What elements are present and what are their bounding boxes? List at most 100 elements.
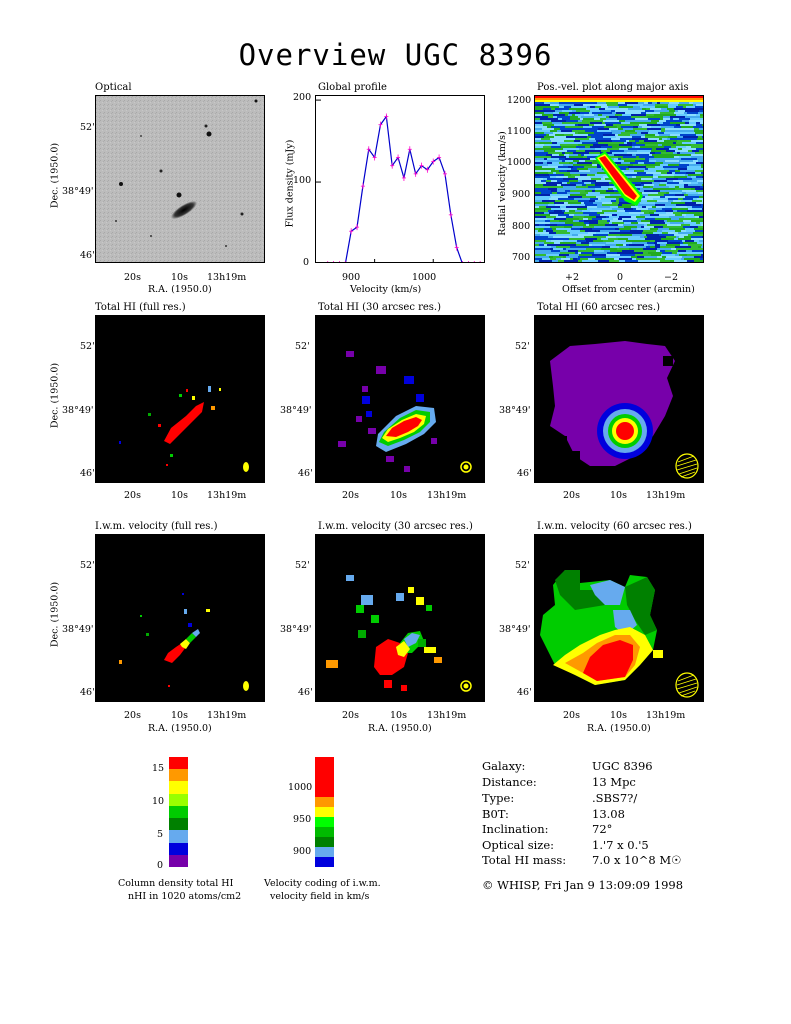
pv-noise bbox=[623, 156, 636, 158]
pv-noise bbox=[641, 136, 645, 138]
pv-noise bbox=[660, 244, 666, 246]
pv-noise bbox=[619, 144, 632, 146]
pv-noise bbox=[589, 112, 592, 114]
pv-noise bbox=[582, 260, 598, 262]
pv-noise bbox=[576, 122, 590, 124]
pv-noise bbox=[648, 132, 658, 134]
pv-noise bbox=[605, 122, 621, 124]
pv-noise bbox=[583, 212, 597, 214]
pv-noise bbox=[535, 128, 542, 130]
pv-noise bbox=[535, 172, 548, 174]
pv-noise bbox=[571, 174, 580, 176]
hi-cbar-caption-units: nHI in 1020 atoms/cm2 bbox=[128, 891, 242, 902]
pv-noise bbox=[535, 124, 543, 126]
pv-noise bbox=[616, 200, 619, 202]
pv-noise bbox=[551, 140, 564, 142]
pv-noise bbox=[583, 164, 592, 166]
pv-noise bbox=[696, 162, 703, 164]
pv-noise bbox=[685, 240, 694, 242]
pv-noise bbox=[637, 132, 641, 134]
pv-noise bbox=[640, 194, 648, 196]
pv-noise bbox=[589, 102, 597, 104]
pv-noise bbox=[535, 148, 551, 150]
pv-noise bbox=[700, 222, 703, 224]
pv-noise bbox=[650, 108, 661, 110]
pv-noise bbox=[589, 242, 596, 244]
pv-noise bbox=[550, 104, 559, 106]
pv-noise bbox=[696, 104, 703, 106]
pv-noise bbox=[544, 242, 554, 244]
vel-cbar-caption-units: velocity field in km/s bbox=[270, 891, 370, 902]
pv-noise bbox=[572, 114, 575, 116]
vel-cbar-tick: 950 bbox=[293, 814, 312, 825]
pv-noise bbox=[636, 142, 650, 144]
pv-noise bbox=[653, 198, 668, 200]
pv-noise bbox=[677, 252, 691, 254]
pv-noise bbox=[593, 240, 603, 242]
pv-noise bbox=[656, 160, 665, 162]
pv-noise bbox=[695, 216, 699, 218]
pv-noise bbox=[545, 224, 557, 226]
pv-noise bbox=[692, 250, 703, 252]
pv-noise bbox=[589, 188, 595, 190]
pv-noise bbox=[665, 250, 668, 252]
pv-noise bbox=[617, 214, 626, 216]
pv-noise bbox=[688, 150, 692, 152]
pv-noise bbox=[546, 230, 553, 232]
pv-noise bbox=[642, 196, 645, 198]
pv-noise bbox=[659, 120, 666, 122]
pv-noise bbox=[592, 218, 602, 220]
pv-noise bbox=[609, 102, 618, 104]
pv-noise bbox=[680, 124, 696, 126]
pv-noise bbox=[547, 252, 560, 254]
pv-noise bbox=[644, 170, 656, 172]
pv-noise bbox=[569, 224, 573, 226]
pv-noise bbox=[638, 102, 644, 104]
pv-noise bbox=[559, 112, 569, 114]
pv-noise bbox=[547, 106, 559, 108]
pv-noise bbox=[554, 202, 564, 204]
pv-noise bbox=[559, 158, 565, 160]
pv-noise bbox=[579, 220, 584, 222]
pv-noise bbox=[694, 130, 703, 132]
pv-noise bbox=[585, 146, 590, 148]
pv-noise bbox=[547, 262, 555, 263]
pv-noise bbox=[687, 210, 703, 212]
pv-noise bbox=[698, 160, 703, 162]
pv-noise bbox=[646, 114, 654, 116]
optical-image bbox=[95, 95, 265, 263]
pv-noise bbox=[682, 120, 689, 122]
pv-noise bbox=[544, 168, 555, 170]
pv-noise bbox=[688, 208, 692, 210]
pv-noise bbox=[601, 208, 612, 210]
pv-noise bbox=[629, 140, 635, 142]
pv-noise bbox=[535, 168, 544, 170]
pv-noise bbox=[629, 212, 644, 214]
pv-noise bbox=[544, 158, 547, 160]
pv-noise bbox=[613, 124, 624, 126]
pv-noise bbox=[647, 124, 660, 126]
pv-noise bbox=[586, 194, 597, 196]
pv-noise bbox=[624, 160, 635, 162]
pv-noise bbox=[554, 242, 560, 244]
pv-noise bbox=[542, 200, 555, 202]
pv-noise bbox=[660, 136, 668, 138]
pv-noise bbox=[657, 230, 662, 232]
pv-noise bbox=[568, 176, 575, 178]
pv-noise bbox=[535, 256, 549, 258]
pv-noise bbox=[655, 202, 671, 204]
pv-noise bbox=[585, 160, 593, 162]
pv-noise bbox=[637, 148, 652, 150]
pv-noise bbox=[609, 226, 624, 228]
pv-noise bbox=[652, 102, 657, 104]
pv-noise bbox=[558, 166, 568, 168]
pv-noise bbox=[591, 182, 595, 184]
pv-noise bbox=[590, 158, 598, 160]
pv-noise bbox=[641, 178, 652, 180]
pv-noise bbox=[684, 184, 688, 186]
pv-noise bbox=[611, 262, 614, 263]
pv-noise bbox=[632, 148, 637, 150]
pv-noise bbox=[559, 222, 565, 224]
pv-noise bbox=[535, 222, 550, 224]
pv-noise bbox=[597, 172, 610, 174]
